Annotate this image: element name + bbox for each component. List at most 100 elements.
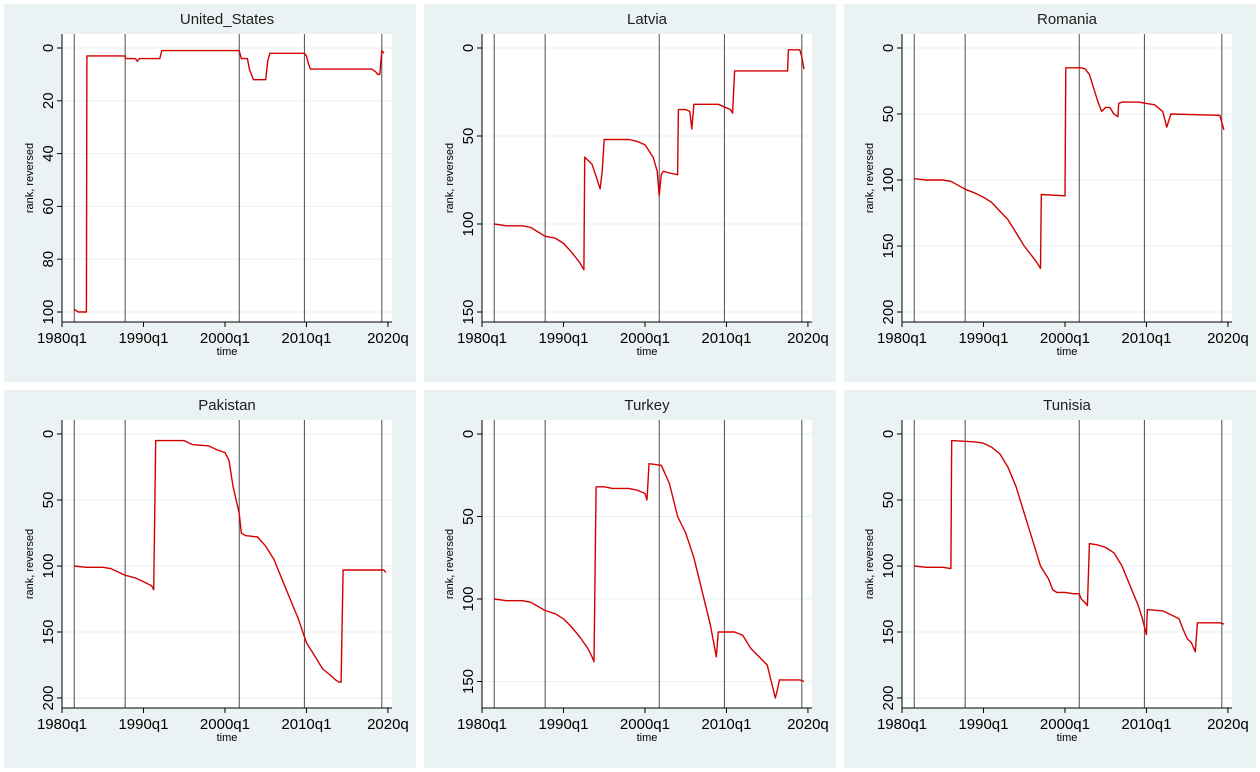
x-axis-label: time [1057, 346, 1078, 358]
x-tick-label: 2010q1 [281, 330, 331, 347]
x-tick-label: 2010q1 [701, 330, 751, 347]
plot-area [482, 420, 812, 708]
y-tick-label: 50 [40, 492, 57, 509]
x-tick-label: 1990q1 [118, 330, 168, 347]
y-tick-label: 100 [880, 553, 897, 578]
y-tick-label: 100 [880, 167, 897, 192]
y-axis-label: rank, reversed [444, 529, 456, 599]
y-axis-label: rank, reversed [24, 143, 36, 213]
series-line [494, 463, 805, 699]
chart-title: Tunisia [1043, 397, 1091, 414]
y-tick-label: 100 [40, 299, 57, 324]
x-tick-label: 2000q1 [620, 330, 670, 347]
y-tick-label: 150 [880, 233, 897, 258]
x-tick-label: 1980q1 [457, 330, 507, 347]
x-tick-label: 2010q1 [281, 716, 331, 733]
x-tick-label: 2020q [367, 330, 409, 347]
y-tick-label: 0 [880, 44, 897, 52]
chart-title: United_States [180, 11, 274, 28]
x-axis-label: time [637, 346, 658, 358]
y-axis-label: rank, reversed [444, 143, 456, 213]
chart-panel: 0 50 100 150 200 1980q1 1990q1 2000q1 2010q1 2020… [840, 386, 1260, 772]
plot-area [482, 34, 812, 322]
y-tick-label: 100 [40, 553, 57, 578]
x-tick-label: 2010q1 [1121, 716, 1171, 733]
y-tick-label: 50 [460, 128, 477, 145]
x-tick-label: 2000q1 [1040, 330, 1090, 347]
x-tick-label: 1990q1 [538, 716, 588, 733]
series-line [73, 49, 385, 313]
series-line [494, 49, 805, 271]
y-tick-label: 200 [40, 685, 57, 710]
y-tick-label: 40 [40, 145, 57, 162]
chart-svg: 0 50 100 150 200 1980q1 1990q1 2000q1 2010q1 2020… [844, 4, 1256, 382]
x-axis-label: time [217, 732, 238, 744]
chart-svg: 0 50 100 150 1980q1 1990q1 2000q1 2010q1 2020q La… [424, 4, 836, 382]
x-tick-label: 2020q [787, 330, 829, 347]
chart-panel: 0 50 100 150 200 1980q1 1990q1 2000q1 2010q1 2020… [0, 386, 420, 772]
x-tick-label: 1990q1 [958, 330, 1008, 347]
chart-panel: 0 50 100 150 200 1980q1 1990q1 2000q1 2010q1 2020… [840, 0, 1260, 386]
y-tick-label: 0 [460, 430, 477, 438]
y-tick-label: 80 [40, 251, 57, 268]
chart-title: Pakistan [198, 397, 256, 414]
plot-area [62, 420, 392, 708]
chart-panel: 0 50 100 150 1980q1 1990q1 2000q1 2010q1 2020q La… [420, 0, 840, 386]
y-tick-label: 150 [460, 669, 477, 694]
x-tick-label: 1990q1 [538, 330, 588, 347]
chart-title: Latvia [627, 11, 668, 28]
x-axis-label: time [217, 346, 238, 358]
x-axis-label: time [637, 732, 658, 744]
y-axis-label: rank, reversed [24, 529, 36, 599]
chart-panel: 0 20 40 60 80 100 1980q1 1990q1 2000q1 2010q1 2020… [0, 0, 420, 386]
x-tick-label: 2010q1 [1121, 330, 1171, 347]
x-tick-label: 2000q1 [200, 716, 250, 733]
y-tick-label: 50 [880, 492, 897, 509]
x-axis-label: time [1057, 732, 1078, 744]
y-tick-label: 150 [880, 619, 897, 644]
y-tick-label: 60 [40, 198, 57, 215]
x-tick-label: 2000q1 [620, 716, 670, 733]
chart-svg: 0 50 100 150 1980q1 1990q1 2000q1 2010q1 2020q Tu… [424, 390, 836, 768]
series-line [74, 439, 387, 683]
x-tick-label: 2000q1 [200, 330, 250, 347]
y-tick-label: 150 [40, 619, 57, 644]
y-tick-label: 0 [40, 44, 57, 52]
y-tick-label: 0 [40, 430, 57, 438]
chart-svg: 0 50 100 150 200 1980q1 1990q1 2000q1 2010q1 2020… [4, 390, 416, 768]
chart-svg: 0 50 100 150 200 1980q1 1990q1 2000q1 2010q1 2020… [844, 390, 1256, 768]
plot-area [62, 34, 392, 322]
x-tick-label: 1980q1 [877, 330, 927, 347]
y-tick-label: 0 [880, 430, 897, 438]
y-tick-label: 100 [460, 586, 477, 611]
plot-area [902, 34, 1232, 322]
x-tick-label: 1980q1 [457, 716, 507, 733]
y-tick-label: 100 [460, 211, 477, 236]
chart-svg: 0 20 40 60 80 100 1980q1 1990q1 2000q1 2010q1 2020… [4, 4, 416, 382]
x-tick-label: 2020q [1207, 330, 1249, 347]
x-tick-label: 1980q1 [37, 716, 87, 733]
x-tick-label: 1990q1 [958, 716, 1008, 733]
y-axis-label: rank, reversed [864, 143, 876, 213]
x-tick-label: 2010q1 [701, 716, 751, 733]
x-tick-label: 2020q [367, 716, 409, 733]
y-tick-label: 0 [460, 44, 477, 52]
x-tick-label: 2020q [787, 716, 829, 733]
x-tick-label: 1980q1 [877, 716, 927, 733]
y-tick-label: 20 [40, 92, 57, 109]
chart-panel: 0 50 100 150 1980q1 1990q1 2000q1 2010q1 2020q Tu… [420, 386, 840, 772]
y-tick-label: 200 [880, 299, 897, 324]
series-line [914, 67, 1225, 270]
chart-title: Turkey [624, 397, 670, 414]
x-tick-label: 2020q [1207, 716, 1249, 733]
y-tick-label: 150 [460, 299, 477, 324]
x-tick-label: 1980q1 [37, 330, 87, 347]
y-tick-label: 50 [460, 508, 477, 525]
x-tick-label: 1990q1 [118, 716, 168, 733]
x-tick-label: 2000q1 [1040, 716, 1090, 733]
plot-area [902, 420, 1232, 708]
y-tick-label: 200 [880, 685, 897, 710]
series-line [914, 439, 1225, 653]
y-axis-label: rank, reversed [864, 529, 876, 599]
